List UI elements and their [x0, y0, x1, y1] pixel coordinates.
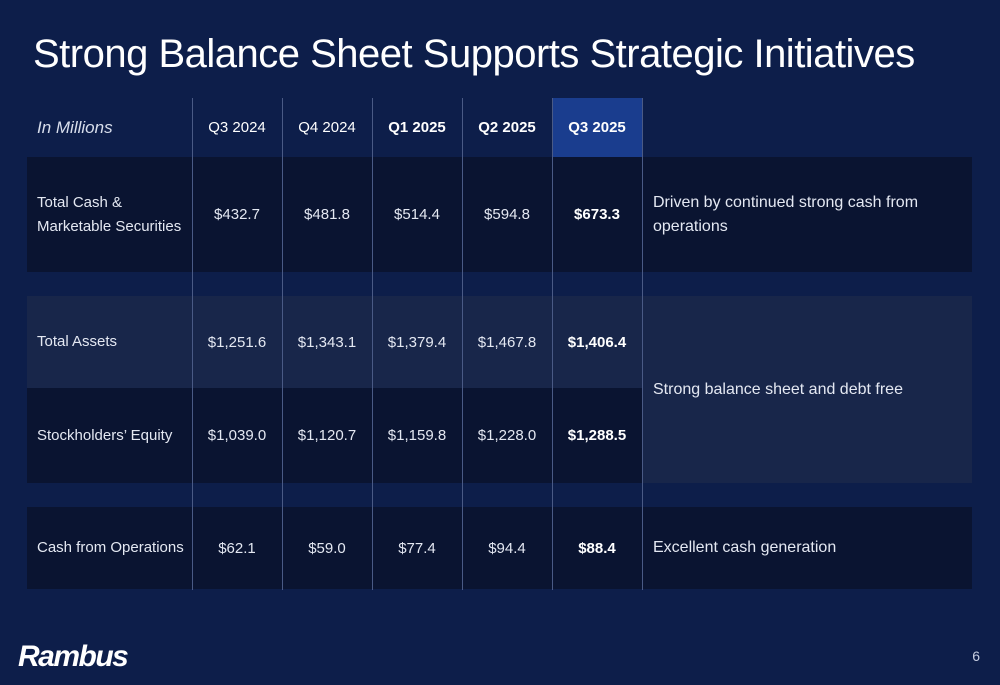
table-cell-current: $88.4 [578, 539, 616, 557]
table-cell: $481.8 [304, 206, 350, 223]
column-header-q3-2024: Q3 2024 [208, 119, 266, 136]
q3-2025-header-highlight [552, 98, 642, 157]
column-header-q3-2025: Q3 2025 [568, 119, 626, 136]
column-header-q1-2025: Q1 2025 [388, 119, 446, 136]
table-cell: $1,343.1 [297, 333, 357, 351]
note-balance-sheet: Strong balance sheet and debt free [653, 380, 903, 398]
row-label-cash-from-operations: Cash from Operations [37, 539, 184, 556]
table-cell: $94.4 [488, 539, 526, 557]
column-divider [552, 98, 553, 590]
row-label-total-assets: Total Assets [37, 333, 118, 350]
table-cell: $59.0 [308, 539, 346, 557]
note-cash-generation: Excellent cash generation [653, 539, 837, 556]
row-bg-assets [27, 296, 643, 388]
table-cell: $1,120.7 [297, 427, 357, 444]
column-header-q2-2025: Q2 2025 [478, 119, 536, 136]
column-header-q4-2024: Q4 2024 [298, 119, 356, 136]
table-cell-current: $1,406.4 [567, 333, 627, 351]
table-cell: $1,159.8 [387, 427, 447, 444]
slide-title: Strong Balance Sheet Supports Strategic … [33, 32, 915, 76]
table-cell: $1,467.8 [477, 333, 537, 351]
table-cell: $1,228.0 [477, 427, 537, 444]
row-bg-equity [27, 388, 643, 483]
column-divider [372, 98, 373, 590]
column-divider [642, 98, 643, 590]
table-cell: $514.4 [394, 206, 440, 223]
column-divider [282, 98, 283, 590]
row-label-stockholders-equity: Stockholders’ Equity [37, 426, 173, 444]
table-cell: $432.7 [214, 206, 260, 223]
note-bg-balance [643, 296, 972, 483]
table-cell: $1,251.6 [207, 333, 267, 351]
table-cell-current: $673.3 [574, 206, 620, 223]
table-cell: $62.1 [218, 539, 256, 557]
table-cell: $77.4 [398, 539, 436, 557]
table-cell-current: $1,288.5 [567, 427, 627, 444]
row-bg-cfo [27, 507, 972, 589]
table-cell: $1,379.4 [387, 333, 447, 351]
note-cash: Driven by continued strong cash from ope… [653, 193, 919, 235]
table-cell: $1,039.0 [207, 427, 267, 444]
row-label-total-cash: Total Cash & Marketable Securities [37, 193, 182, 235]
row-bg-cash [27, 157, 972, 272]
page-number: 6 [972, 648, 980, 664]
rambus-logo: Rambus [18, 640, 129, 673]
table-cell: $594.8 [484, 206, 530, 223]
column-divider [192, 98, 193, 590]
unit-label: In Millions [37, 117, 113, 137]
column-divider [462, 98, 463, 590]
